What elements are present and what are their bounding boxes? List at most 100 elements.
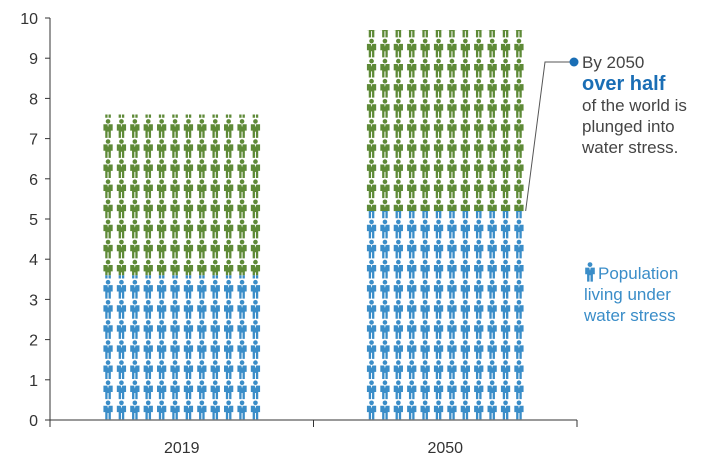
person-icon bbox=[447, 199, 457, 211]
person-icon bbox=[460, 159, 470, 179]
person-icon bbox=[237, 340, 247, 359]
legend: Population living under water stress bbox=[584, 262, 717, 326]
person-icon bbox=[514, 38, 524, 58]
person-icon bbox=[183, 360, 194, 380]
person-icon bbox=[380, 259, 390, 279]
person-icon bbox=[366, 219, 377, 239]
person-icon bbox=[143, 380, 153, 400]
person-icon bbox=[103, 259, 113, 276]
y-tick-label: 7 bbox=[29, 132, 38, 149]
person-icon bbox=[130, 139, 140, 158]
person-icon bbox=[118, 114, 125, 118]
person-icon bbox=[237, 400, 247, 420]
person-icon bbox=[447, 98, 457, 118]
person-icon bbox=[407, 119, 417, 138]
person-icon bbox=[461, 0, 470, 17]
person-icon bbox=[380, 119, 390, 138]
person-icon bbox=[487, 30, 497, 38]
person-icon bbox=[447, 30, 457, 38]
person-icon bbox=[380, 320, 390, 339]
person-icon bbox=[433, 400, 444, 420]
person-icon bbox=[116, 360, 127, 380]
person-icon bbox=[197, 219, 207, 239]
person-icon bbox=[250, 380, 261, 400]
person-icon bbox=[116, 179, 127, 199]
person-icon bbox=[487, 139, 497, 158]
person-icon bbox=[487, 320, 497, 339]
person-icon bbox=[210, 400, 220, 420]
person-icon bbox=[237, 139, 247, 158]
person-icon bbox=[130, 279, 140, 299]
person-icon bbox=[210, 119, 220, 138]
person-icon bbox=[501, 19, 510, 38]
person-icon bbox=[239, 114, 245, 118]
person-icon bbox=[420, 299, 430, 319]
person-icon bbox=[487, 78, 497, 98]
person-icon bbox=[170, 159, 180, 179]
person-icon bbox=[143, 360, 153, 380]
person-icon bbox=[366, 38, 377, 58]
person-icon bbox=[224, 179, 234, 199]
person-icon bbox=[224, 320, 234, 339]
person-icon bbox=[500, 320, 511, 339]
person-icon bbox=[447, 159, 457, 179]
person-icon bbox=[500, 219, 511, 239]
person-icon bbox=[433, 299, 444, 319]
person-icon bbox=[474, 58, 484, 78]
person-icon bbox=[514, 320, 524, 339]
person-icon bbox=[474, 299, 484, 319]
person-icon bbox=[367, 0, 376, 17]
person-icon bbox=[157, 179, 167, 199]
y-tick-label: 6 bbox=[29, 172, 38, 189]
person-icon bbox=[103, 179, 113, 199]
person-icon bbox=[366, 98, 377, 118]
person-icon bbox=[366, 58, 377, 78]
person-icon bbox=[433, 380, 444, 400]
person-icon bbox=[474, 210, 484, 219]
person-icon bbox=[251, 79, 260, 98]
annotation-line-1: By 2050 bbox=[582, 53, 645, 72]
person-icon bbox=[447, 400, 457, 420]
person-icon bbox=[380, 360, 390, 380]
person-icon bbox=[447, 259, 457, 279]
person-icon bbox=[184, 79, 193, 98]
person-icon bbox=[407, 259, 417, 279]
person-icon bbox=[211, 79, 220, 98]
person-icon bbox=[237, 259, 247, 276]
person-icon bbox=[514, 0, 523, 17]
person-icon bbox=[237, 119, 247, 138]
person-icon bbox=[103, 299, 113, 319]
person-icon bbox=[393, 219, 403, 239]
person-icon bbox=[500, 259, 511, 279]
person-icon bbox=[407, 340, 417, 359]
person-icon bbox=[487, 380, 497, 400]
person-icon bbox=[210, 199, 220, 219]
person-icon bbox=[460, 400, 470, 420]
person-icon bbox=[197, 179, 207, 199]
person-icon bbox=[183, 139, 194, 158]
person-icon bbox=[225, 275, 232, 279]
person-icon bbox=[103, 219, 113, 239]
person-icon bbox=[237, 79, 246, 98]
person-icon bbox=[420, 380, 430, 400]
person-icon bbox=[474, 78, 484, 98]
person-icon bbox=[474, 98, 484, 118]
person-icon bbox=[514, 19, 523, 38]
person-icon bbox=[393, 360, 403, 380]
person-icon bbox=[157, 159, 167, 179]
person-icon bbox=[380, 30, 390, 38]
annotation-emphasis: over half bbox=[582, 73, 666, 95]
person-icon bbox=[250, 179, 261, 199]
person-icon bbox=[433, 119, 444, 138]
person-icon bbox=[157, 79, 166, 98]
person-icon bbox=[433, 279, 444, 299]
person-icon bbox=[130, 239, 140, 259]
person-icon bbox=[250, 239, 261, 259]
person-icon bbox=[407, 0, 416, 17]
person-icon bbox=[393, 38, 403, 58]
person-icon bbox=[433, 340, 444, 359]
person-icon bbox=[514, 340, 524, 359]
person-icon bbox=[514, 299, 524, 319]
person-icon bbox=[460, 299, 470, 319]
person-icon bbox=[251, 79, 260, 98]
